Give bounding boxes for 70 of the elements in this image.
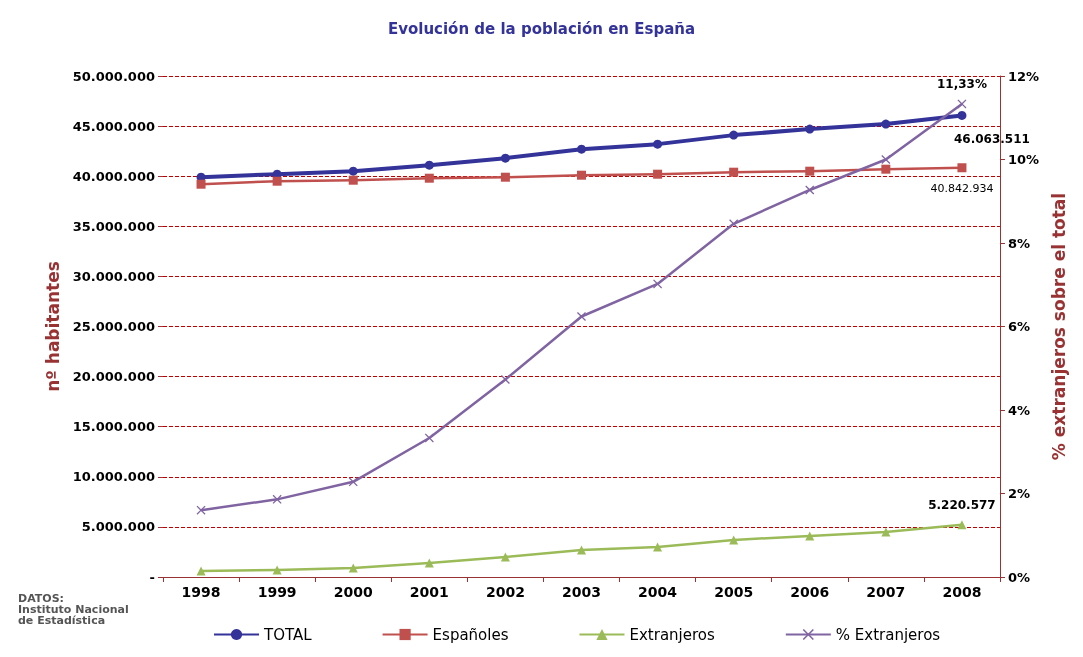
- point: [653, 279, 663, 289]
- x-tick-label: 2008: [942, 584, 982, 600]
- point: [196, 505, 206, 515]
- x-tick-label: 2007: [866, 584, 906, 600]
- y-tick-label: 50.000.000: [72, 68, 155, 84]
- point: [272, 176, 282, 186]
- y-tick-label: 5.000.000: [81, 519, 155, 535]
- point: [805, 185, 815, 195]
- x-tick-label: 2006: [790, 584, 830, 600]
- point: [500, 153, 510, 163]
- y-tick-label: 30.000.000: [72, 268, 155, 284]
- y2-tick-label: 8%: [1007, 235, 1031, 251]
- y-tick-label: 20.000.000: [72, 369, 155, 385]
- point: [348, 166, 358, 176]
- point: [653, 139, 663, 149]
- point: [577, 144, 586, 154]
- y2-tick-label: 4%: [1007, 402, 1031, 418]
- point: [881, 155, 891, 164]
- x-tick-label: 2003: [562, 584, 601, 600]
- point: [805, 166, 815, 176]
- x-tick-label: 2001: [409, 584, 449, 600]
- point: [881, 119, 891, 129]
- x-tick-label: 2004: [638, 584, 678, 600]
- y2-tick-label: 2%: [1007, 486, 1031, 501]
- point: [500, 172, 510, 182]
- x-tick-label: 1999: [257, 584, 297, 600]
- x-tick-label: 2000: [333, 584, 373, 600]
- y-tick-label: 10.000.000: [72, 469, 155, 485]
- text: DATOS: Instituto Nacional de Estadística: [18, 592, 129, 627]
- x-tick-label: 1998: [181, 584, 221, 600]
- y-tick-label: -: [149, 569, 155, 585]
- y-tick-label: 45.000.000: [72, 118, 155, 134]
- point: [729, 167, 739, 177]
- point: [957, 520, 967, 530]
- chart-title: Evolución de la población en España: [387, 19, 696, 38]
- y-axis-title: nº habitantes: [43, 261, 64, 392]
- point: [957, 163, 967, 173]
- y2-axis-title: % extranjeros sobre el total: [1048, 192, 1069, 461]
- point: [881, 164, 891, 174]
- data-label: 40.842.934: [930, 182, 994, 196]
- data-label: 5.220.577: [928, 498, 996, 513]
- y-tick-label: 25.000.000: [72, 319, 155, 334]
- point: [576, 170, 586, 180]
- x-tick-label: 2005: [714, 584, 754, 600]
- y-tick-label: 40.000.000: [72, 168, 155, 184]
- legend-label: Españoles: [432, 625, 509, 644]
- point: [424, 173, 434, 183]
- legend-label: % Extranjeros: [835, 625, 941, 644]
- y2-tick-label: 6%: [1007, 319, 1031, 334]
- point: [348, 175, 358, 185]
- data-label: 11,33%: [936, 77, 987, 92]
- point: [196, 179, 206, 189]
- y2-tick-label: 10%: [1007, 152, 1040, 167]
- point: [805, 124, 815, 134]
- legend-label: TOTAL: [263, 625, 313, 644]
- point: [424, 433, 434, 443]
- point: [957, 110, 967, 120]
- point: [424, 160, 434, 170]
- y2-tick-label: 0%: [1007, 569, 1031, 585]
- legend-label: Extranjeros: [629, 625, 715, 644]
- point: [729, 219, 739, 229]
- point: [653, 169, 663, 179]
- point: [729, 130, 739, 140]
- y-tick-label: 35.000.000: [72, 218, 155, 234]
- y-tick-label: 15.000.000: [72, 419, 155, 435]
- y2-tick-label: 12%: [1007, 68, 1040, 84]
- x-tick-label: 2002: [485, 584, 525, 600]
- point: [500, 375, 510, 385]
- point: [576, 545, 586, 555]
- point: [272, 494, 282, 504]
